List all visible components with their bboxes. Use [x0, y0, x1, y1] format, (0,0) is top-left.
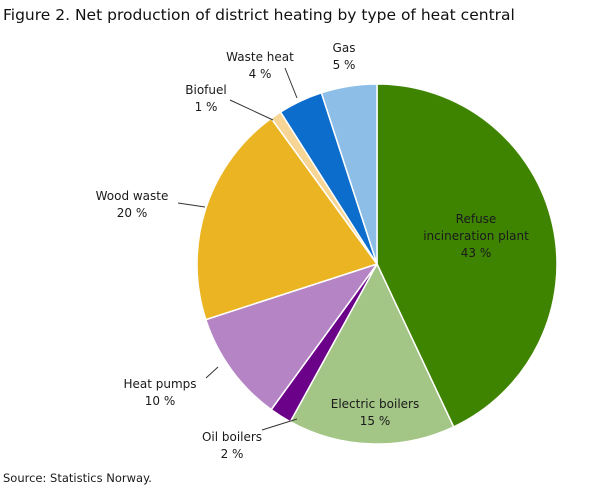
slice-value: 5 %: [333, 58, 356, 72]
leader-line: [205, 366, 219, 379]
slice-name: Biofuel: [185, 83, 226, 97]
slice-label: Biofuel 1 %: [185, 83, 226, 114]
pie-slices: [196, 83, 558, 445]
chart-title: Figure 2. Net production of district hea…: [3, 6, 515, 24]
slice-label: Oil boilers 2 %: [202, 430, 262, 461]
slice-name: Waste heat: [226, 50, 294, 64]
slice-name: Oil boilers: [202, 430, 262, 444]
leader-line: [284, 67, 298, 99]
leader-line: [177, 202, 206, 208]
slice-label: Waste heat 4 %: [226, 50, 294, 81]
leader-line: [229, 99, 274, 121]
slice-value: 20 %: [117, 206, 148, 220]
slice-label: Electric boilers 15 %: [331, 397, 419, 428]
slice-label: Wood waste 20 %: [96, 189, 169, 220]
slice-value: 4 %: [249, 67, 272, 81]
slice-label: Refuse incineration plant 43 %: [423, 212, 529, 260]
slice-name: incineration plant: [423, 229, 529, 243]
slice-value: 2 %: [221, 447, 244, 461]
pie-slice: [320, 83, 378, 265]
slice-value: 43 %: [461, 246, 492, 260]
pie-slice: [196, 117, 378, 321]
slice-name: Gas: [333, 41, 356, 55]
pie-slice: [289, 263, 455, 445]
source-note: Source: Statistics Norway.: [3, 471, 152, 485]
slice-label: Heat pumps 10 %: [123, 377, 196, 408]
slice-labels: Refuse incineration plant 43 % Electric boi…: [96, 41, 529, 461]
slice-name: Wood waste: [96, 189, 169, 203]
slice-name: Refuse: [456, 212, 497, 226]
slice-value: 15 %: [360, 414, 391, 428]
leader-line: [261, 418, 298, 431]
slice-value: 1 %: [195, 100, 218, 114]
slice-name: Heat pumps: [123, 377, 196, 391]
pie-slice: [205, 263, 378, 411]
leader-lines: [177, 67, 298, 431]
slice-value: 10 %: [145, 394, 176, 408]
slice-name: Electric boilers: [331, 397, 419, 411]
pie-slice: [376, 83, 558, 428]
slice-label: Gas 5 %: [333, 41, 356, 72]
